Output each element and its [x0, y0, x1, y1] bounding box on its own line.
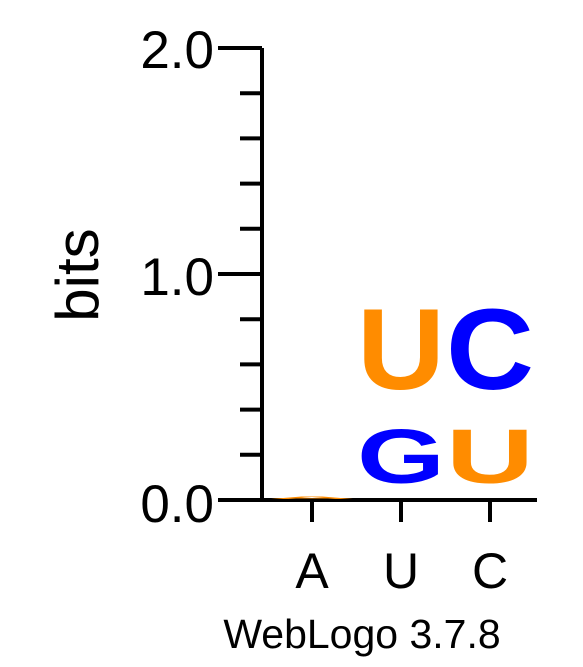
y-tick-marks [218, 46, 262, 502]
x-axis: A U C [260, 498, 537, 599]
logo-letter-U-U: U [357, 286, 445, 414]
logo-letter-C-C: C [446, 286, 534, 414]
y-tick-label-2: 2.0 [140, 21, 214, 80]
x-tick-label-U: U [383, 543, 419, 599]
x-tick-label-A: A [295, 543, 329, 599]
y-tick-label-1: 1.0 [140, 248, 214, 307]
y-axis: 2.0 1.0 0.0 bits [44, 21, 264, 534]
weblogo-credit: WebLogo 3.7.8 [223, 611, 500, 657]
y-tick-label-0: 0.0 [140, 475, 214, 534]
logo-letter-C-U: U [446, 414, 534, 500]
logo-letter-A-A: A [268, 496, 356, 500]
y-axis-label: bits [44, 228, 111, 321]
x-tick-label-C: C [472, 543, 508, 599]
logo-letter-U-G: G [357, 415, 445, 500]
